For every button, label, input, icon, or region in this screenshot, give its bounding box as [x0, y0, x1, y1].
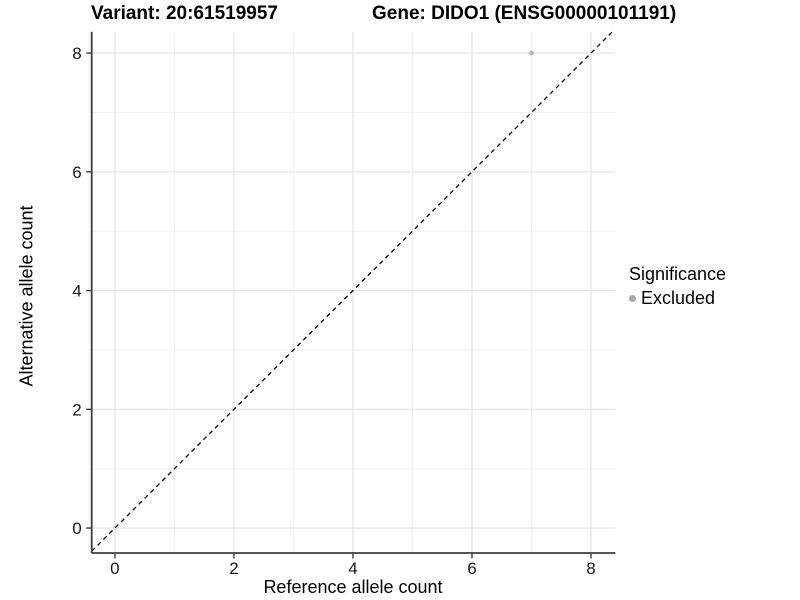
x-tick-label: 6 [467, 559, 476, 578]
y-tick-label: 8 [72, 44, 81, 63]
legend-item-label: Excluded [641, 288, 716, 308]
gene-title: Gene: DIDO1 (ENSG00000101191) [372, 3, 677, 24]
y-tick-label: 4 [72, 282, 81, 301]
x-tick-label: 0 [110, 559, 119, 578]
x-tick-label: 4 [348, 559, 357, 578]
y-tick-label: 0 [72, 519, 81, 538]
variant-title: Variant: 20:61519957 [91, 3, 278, 24]
y-axis-label: Alternative allele count [16, 205, 37, 387]
data-point [529, 50, 534, 56]
legend-title: Significance [629, 264, 727, 284]
identity-line [91, 31, 613, 552]
x-tick-label: 2 [229, 559, 238, 578]
legend: Significance Excluded [629, 264, 726, 309]
x-axis-label: Reference allele count [263, 577, 443, 597]
legend-item-excluded: Excluded [629, 288, 726, 309]
y-tick-label: 6 [72, 163, 81, 182]
point-marker-icon [629, 295, 636, 302]
y-tick-label: 2 [72, 400, 81, 419]
x-tick-label: 8 [586, 559, 595, 578]
